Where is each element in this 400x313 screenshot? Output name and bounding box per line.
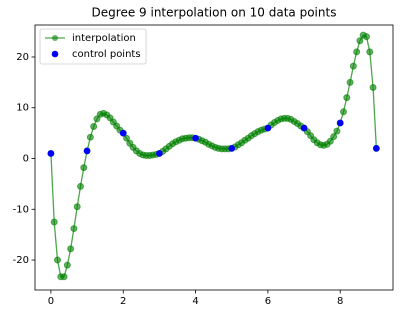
line-marker [339,108,347,116]
line-marker [330,133,338,141]
x-tick-label: 2 [120,296,126,307]
y-tick-label: -10 [13,204,29,215]
line-marker [70,225,78,233]
line-marker [80,164,88,172]
control-point [228,145,236,152]
x-tick-label: 0 [48,296,54,307]
line-marker [362,33,370,41]
line-marker [353,48,361,56]
control-point [336,119,344,127]
y-tick-label: 20 [16,52,29,63]
control-point [264,124,272,132]
y-tick-label: 0 [23,154,29,165]
line-marker [93,115,101,123]
plot-frame [34,24,394,291]
control-point [119,129,127,137]
line-marker [60,273,68,281]
line [50,34,378,278]
line-marker [86,133,94,141]
line-marker [67,245,75,253]
x-tick-label: 4 [192,296,198,307]
legend-box [39,28,147,65]
control-point [373,145,380,152]
line-marker [53,256,61,264]
legend-label: control points [72,49,141,60]
line-marker [63,261,71,269]
line-marker [90,123,98,131]
line-marker [366,48,374,56]
y-tick-label: 10 [16,103,29,114]
control-point [192,134,199,142]
line-marker [369,83,377,91]
control-point [47,150,55,157]
control-point [300,124,308,132]
legend-marker [52,35,58,41]
legend-marker [51,50,59,58]
x-tick-label: 6 [265,296,271,307]
legend-label: interpolation [72,33,136,44]
line-marker [356,37,364,45]
x-tick-label: 8 [337,296,343,307]
control-point [156,150,163,157]
line-marker [333,127,341,135]
line-marker [326,137,334,145]
line-marker [50,218,58,226]
line-marker [349,62,357,70]
control-point [83,147,91,155]
line-marker [76,182,84,190]
line-marker [343,94,351,102]
y-tick-label: -20 [13,255,29,266]
line-marker [123,134,131,142]
line-marker [73,203,81,211]
line-marker [346,78,354,86]
chart-title: Degree 9 interpolation on 10 data points [92,6,337,20]
